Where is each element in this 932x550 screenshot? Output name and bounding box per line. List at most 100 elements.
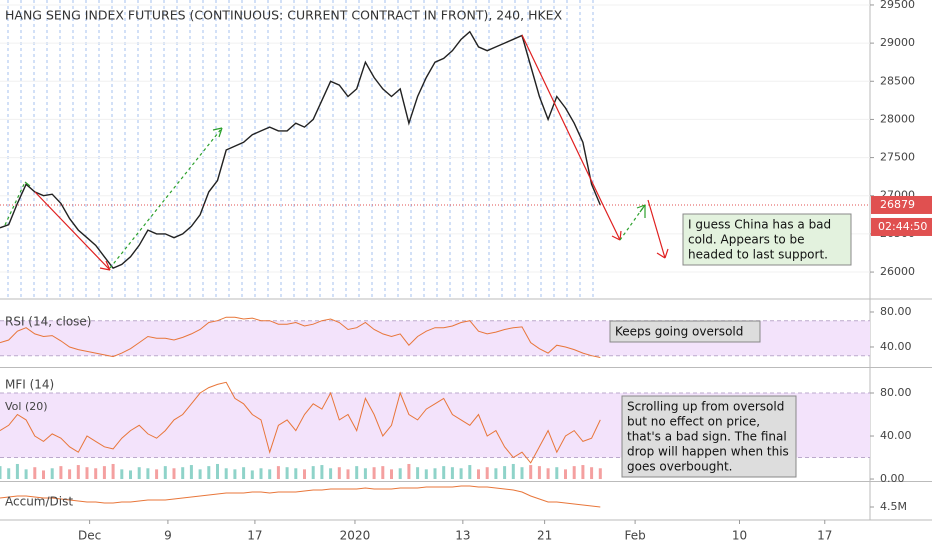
volume-bar: [146, 468, 150, 480]
y-tick-label: 0.00: [880, 472, 905, 485]
indicator-title: Vol (20): [5, 400, 48, 413]
volume-bar: [120, 469, 124, 480]
trend-line: [105, 260, 111, 271]
volume-bar: [346, 469, 350, 480]
indicator-title: MFI (14): [5, 378, 54, 392]
volume-bar: [33, 467, 37, 480]
trend-line: [602, 204, 621, 241]
volume-bar: [163, 466, 167, 480]
countdown-badge: [871, 217, 932, 236]
volume-bar: [189, 465, 193, 480]
volume-bar: [433, 468, 437, 480]
volume-bar: [155, 469, 159, 480]
note-text: Keeps going oversold: [615, 325, 743, 339]
volume-bar: [59, 466, 63, 480]
y-tick-label: 80.00: [880, 386, 912, 399]
trend-line: [619, 204, 646, 241]
indicator-title: RSI (14, close): [5, 315, 91, 329]
volume-bar: [207, 466, 211, 480]
volume-bar: [355, 466, 359, 480]
volume-bar: [102, 466, 106, 480]
volume-bar: [390, 469, 393, 480]
countdown: 02:44:50: [878, 220, 927, 233]
volume-bar: [276, 466, 280, 480]
volume-bar: [537, 466, 541, 480]
volume-bar: [137, 467, 141, 480]
indicator-title: Accum/Dist: [5, 495, 73, 509]
trend-line: [24, 181, 31, 187]
note-text: goes overbought.: [627, 460, 732, 474]
y-tick-label: 80.00: [880, 305, 912, 318]
volume-bar: [581, 465, 585, 480]
volume-bar: [320, 465, 324, 480]
y-tick-label: 27500: [880, 151, 915, 164]
volume-bar: [224, 468, 228, 480]
y-tick-label: 28000: [880, 112, 915, 125]
volume-bar: [363, 468, 367, 480]
volume-bar: [259, 468, 263, 480]
y-tick-label: 40.00: [880, 340, 912, 353]
note-text: but no effect on price,: [627, 415, 760, 429]
trend-line: [639, 204, 646, 213]
trend-line: [656, 252, 666, 259]
trend-line: [636, 204, 646, 209]
price-label: 26879: [880, 198, 915, 211]
volume-bar: [329, 468, 333, 480]
volume-bar: [303, 469, 306, 480]
volume-bar: [372, 467, 376, 480]
note-text: drop will happen when this: [627, 445, 789, 459]
trend-line: [664, 248, 669, 259]
volume-bar: [494, 468, 498, 480]
volume-bar: [42, 470, 45, 480]
volume-bar: [94, 468, 98, 480]
volume-bar: [468, 465, 472, 480]
volume-bar: [590, 467, 594, 480]
note-text: that's a bad sign. The final: [627, 430, 787, 444]
volume-bar: [477, 469, 480, 480]
volume-bar: [503, 466, 507, 480]
trend-line: [99, 267, 111, 271]
volume-bar: [129, 470, 132, 480]
volume-bar: [250, 470, 254, 480]
volume-bar: [198, 469, 202, 480]
volume-bar: [68, 469, 72, 480]
volume-bar: [459, 468, 463, 480]
y-tick-label: 29500: [880, 0, 915, 11]
trend-line: [4, 181, 26, 226]
data-line: [0, 485, 601, 508]
volume-bar: [564, 469, 567, 480]
volume-bar: [398, 468, 402, 480]
note-text: cold. Appears to be: [688, 233, 805, 247]
price-badge: [871, 195, 932, 214]
volume-bar: [546, 468, 550, 480]
note-text: headed to last support.: [688, 248, 828, 262]
x-tick-label: Dec: [78, 529, 101, 543]
volume-bar: [15, 463, 19, 480]
volume-bar: [520, 467, 524, 480]
x-tick-label: 21: [537, 529, 552, 543]
volume-bar: [242, 467, 246, 480]
note-box: [621, 395, 797, 478]
note-text: Scrolling up from oversold: [627, 400, 784, 414]
volume-bar: [294, 468, 298, 480]
volume-bar: [181, 467, 185, 480]
x-tick-label: 17: [247, 529, 262, 543]
note-box: [682, 213, 852, 266]
volume-bar: [24, 469, 28, 480]
x-tick-label: Feb: [624, 529, 645, 543]
volume-bar: [311, 466, 315, 480]
volume-bar: [76, 465, 80, 480]
volume-bar: [555, 467, 559, 480]
volume-bar: [450, 467, 454, 480]
x-tick-label: 9: [164, 529, 172, 543]
volume-bar: [485, 467, 489, 480]
trend-line: [611, 235, 621, 241]
volume-bar: [572, 466, 576, 480]
y-tick-label: 28500: [880, 74, 915, 87]
volume-bar: [50, 468, 54, 480]
x-tick-label: 10: [732, 529, 747, 543]
volume-bar: [85, 467, 89, 480]
trend-line: [521, 34, 604, 206]
trend-line: [218, 127, 223, 138]
